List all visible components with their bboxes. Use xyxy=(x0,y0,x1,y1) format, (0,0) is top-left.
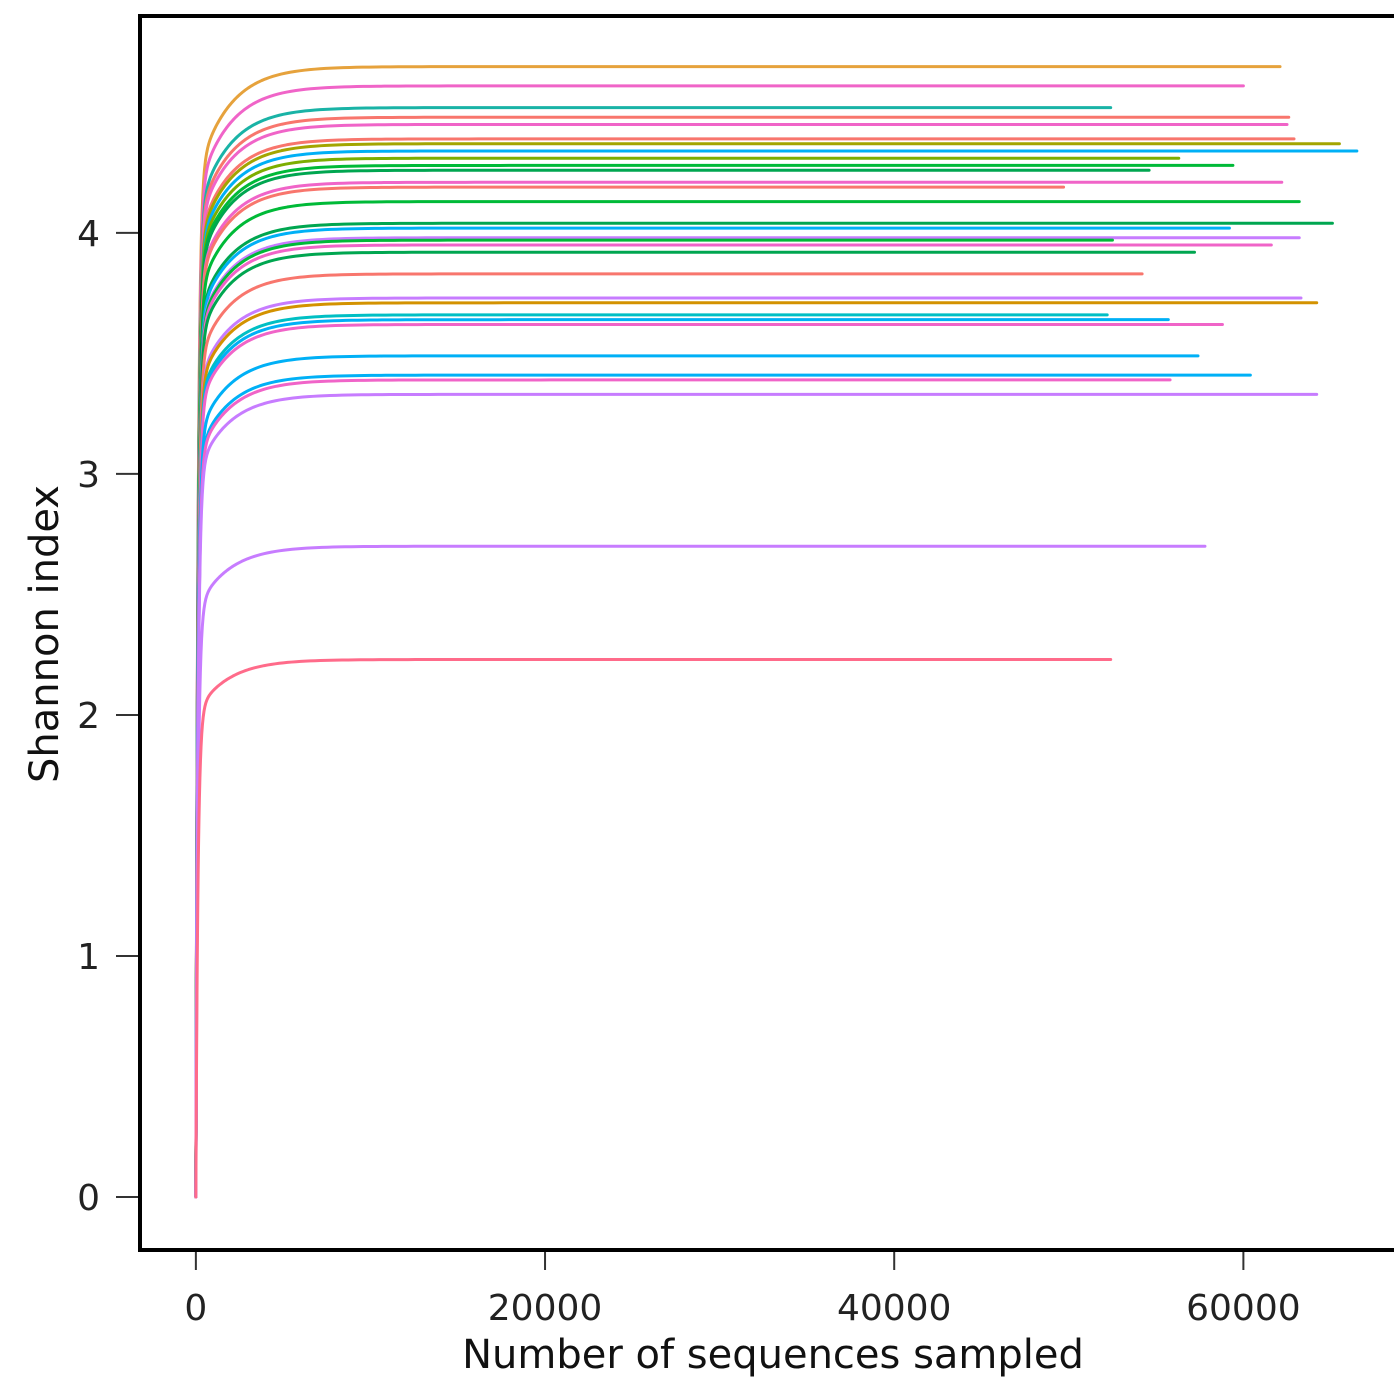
rarefaction-curve xyxy=(194,149,1359,1199)
rarefaction-curve xyxy=(194,200,1301,1199)
series-layer xyxy=(194,65,1359,1199)
rarefaction-curve xyxy=(194,272,1144,1199)
rarefaction-curve xyxy=(194,392,1319,1199)
rarefaction-curve xyxy=(194,180,1284,1199)
rarefaction-curve xyxy=(194,226,1231,1199)
rarefaction-curve xyxy=(194,243,1273,1199)
rarefaction-curve xyxy=(194,544,1207,1199)
x-tick-label: 20000 xyxy=(488,1288,603,1329)
y-tick-label: 3 xyxy=(77,455,100,496)
rarefaction-curve xyxy=(194,301,1319,1199)
y-tick-label: 1 xyxy=(77,937,100,978)
rarefaction-curve xyxy=(194,378,1172,1199)
x-axis-title: Number of sequences sampled xyxy=(462,1332,1084,1378)
rarefaction-curve xyxy=(194,106,1113,1199)
plot-frame xyxy=(138,14,1394,1252)
y-tick-label: 4 xyxy=(77,214,100,255)
rarefaction-curve xyxy=(194,296,1303,1199)
rarefaction-curve xyxy=(194,115,1291,1199)
rarefaction-curve xyxy=(194,238,1114,1199)
y-axis-title: Shannon index xyxy=(22,485,68,783)
rarefaction-curve xyxy=(194,185,1066,1199)
rarefaction-curve xyxy=(194,323,1224,1199)
rarefaction-curve xyxy=(194,313,1109,1199)
rarefaction-curve xyxy=(194,354,1200,1199)
rarefaction-curve xyxy=(194,318,1170,1199)
x-tick-label: 0 xyxy=(184,1288,207,1329)
x-tick-label: 60000 xyxy=(1186,1288,1301,1329)
rarefaction-curve xyxy=(194,221,1334,1199)
rarefaction-curve xyxy=(194,373,1252,1199)
y-axis: 0 1 2 3 4 xyxy=(77,214,138,1219)
y-tick-label: 2 xyxy=(77,696,100,737)
rarefaction-curve xyxy=(194,65,1282,1199)
y-tick-label: 0 xyxy=(77,1178,100,1219)
x-tick-label: 40000 xyxy=(837,1288,952,1329)
rarefaction-curve xyxy=(194,658,1113,1199)
x-axis: 0 20000 40000 60000 xyxy=(184,1252,1301,1329)
